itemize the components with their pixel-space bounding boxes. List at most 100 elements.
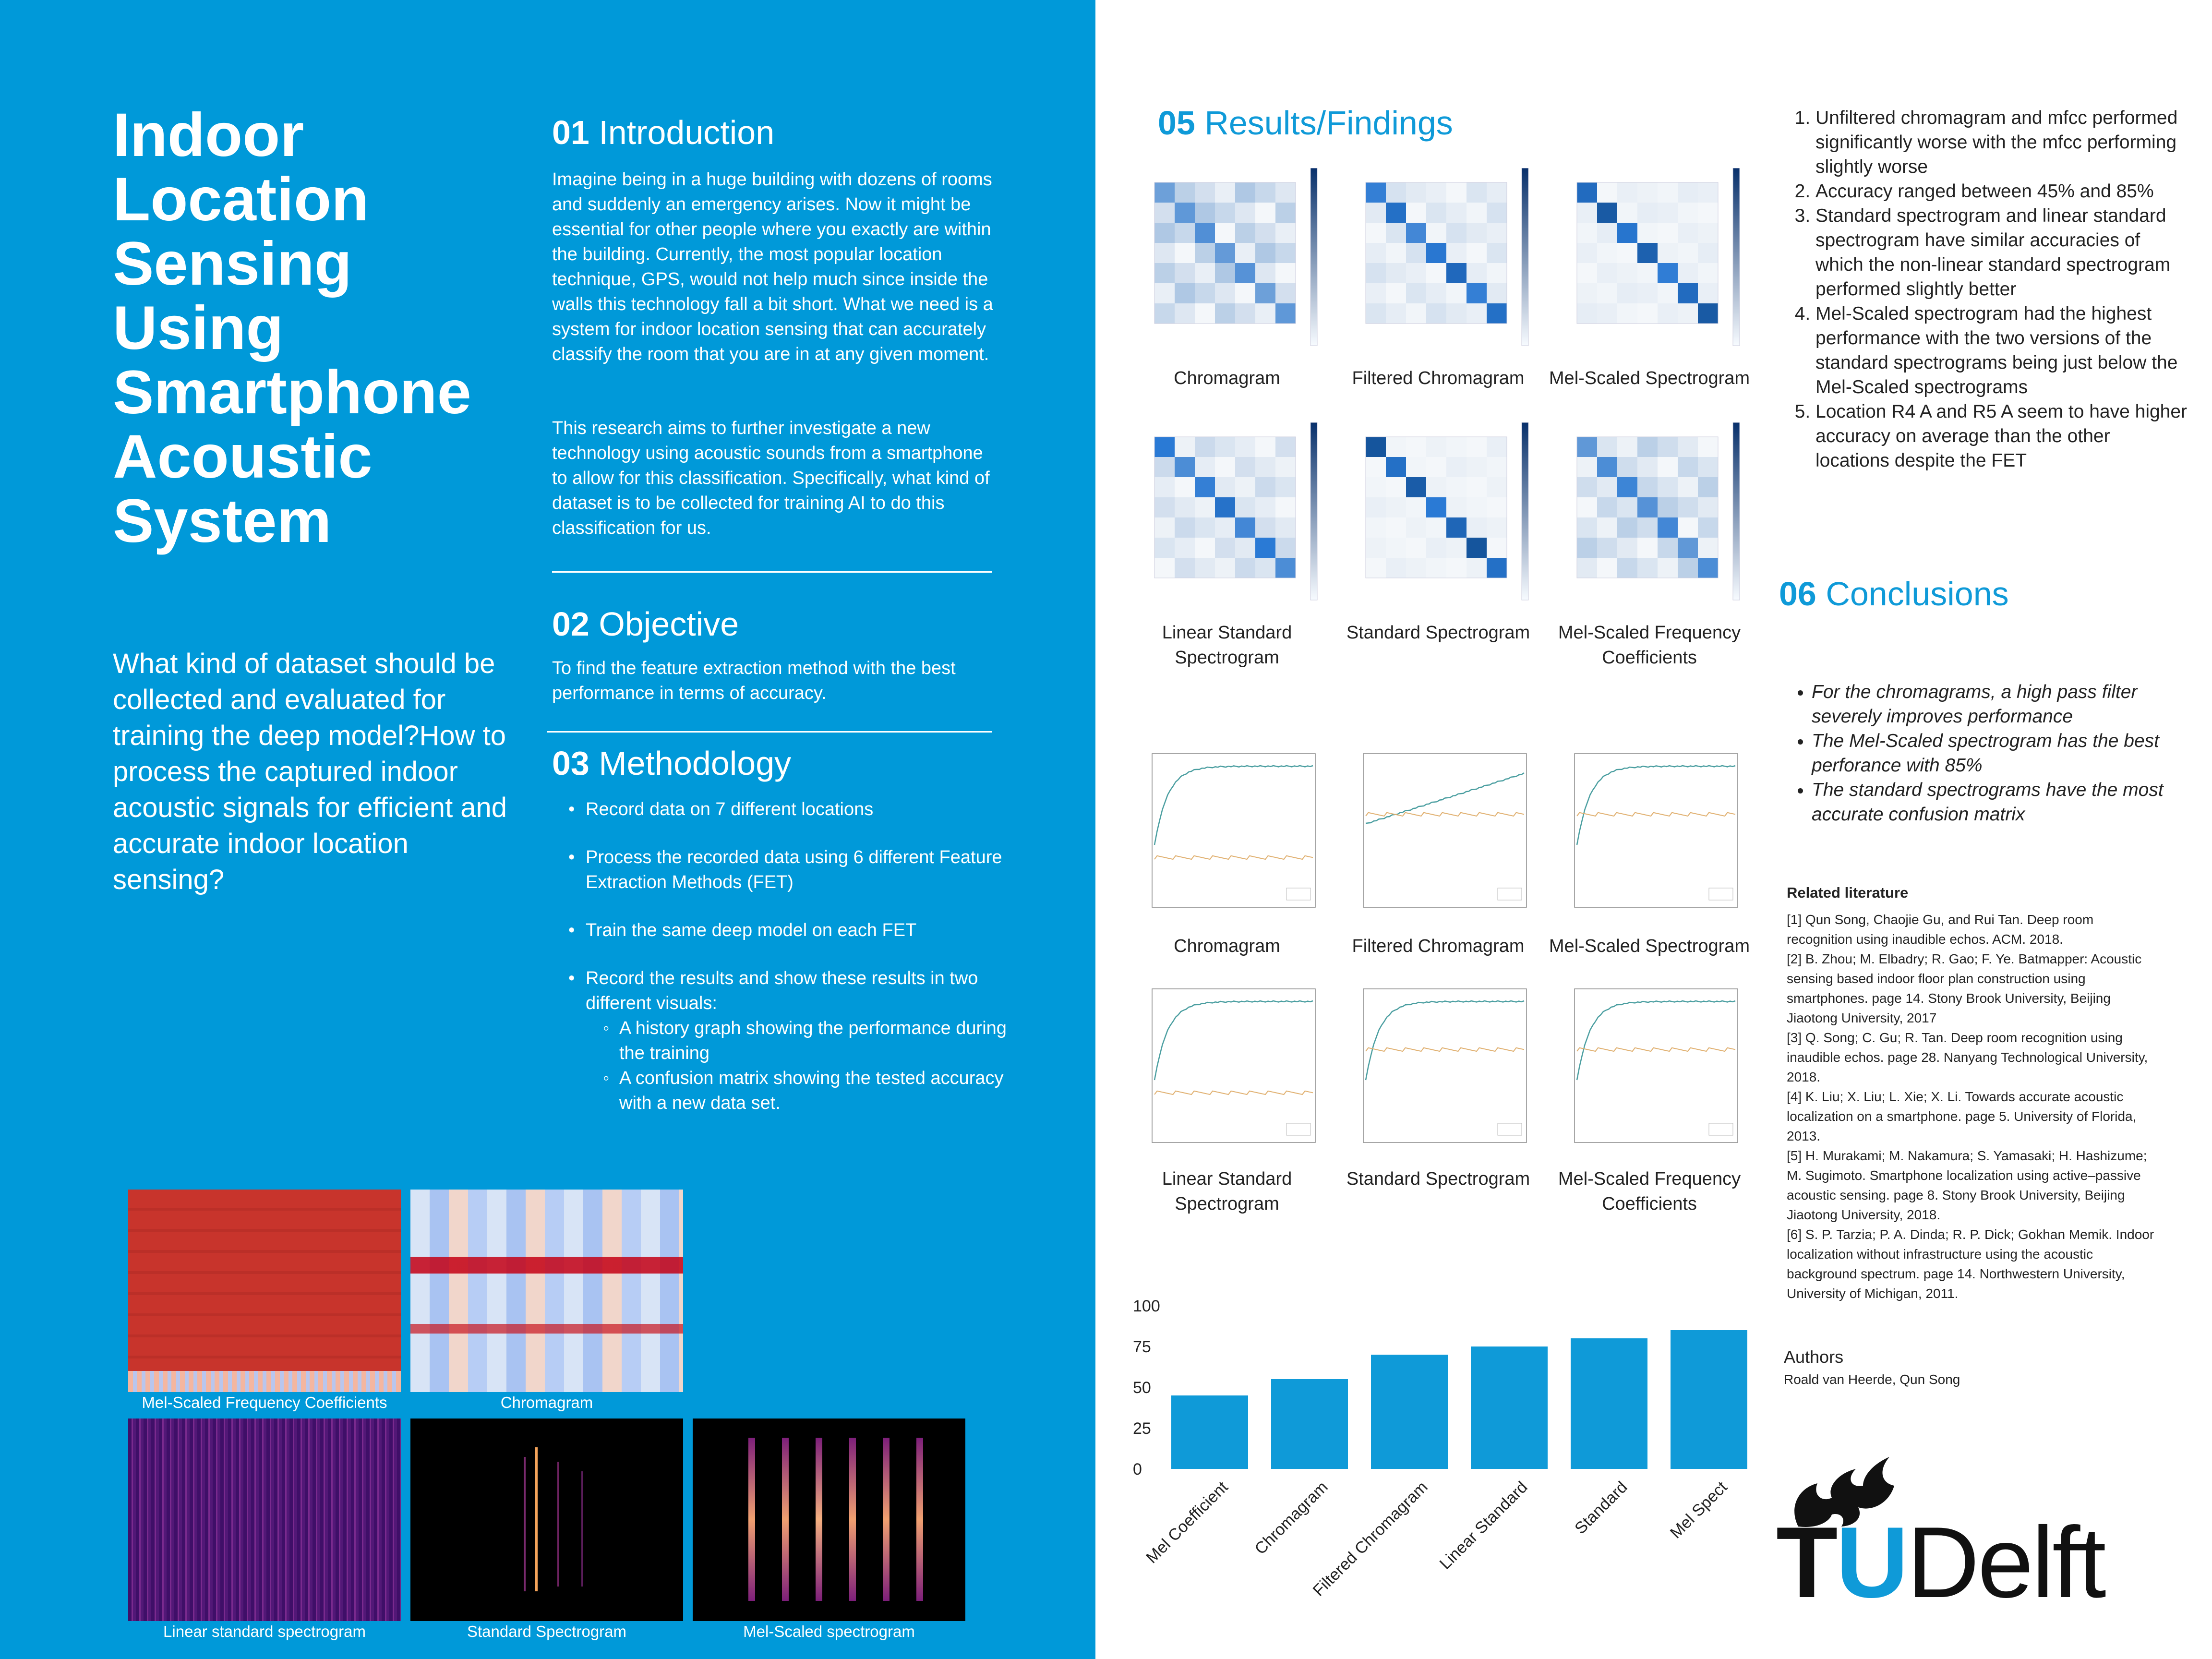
section-number: 03 — [552, 745, 589, 782]
matrix-cell — [1597, 182, 1617, 203]
y-tick-label: 100 — [1133, 1297, 1160, 1315]
objective-paragraph: To find the feature extraction method wi… — [552, 658, 956, 703]
title-line: Using — [113, 294, 284, 362]
matrix-cell — [1446, 203, 1467, 223]
matrix-cell — [1487, 497, 1507, 517]
matrix-cell — [1678, 243, 1698, 263]
matrix-cell — [1487, 243, 1507, 263]
matrix-cell — [1386, 538, 1406, 558]
matrix-cell — [1406, 223, 1426, 243]
introduction-paragraph-2: This research aims to further investigat… — [552, 418, 990, 538]
history-graph-image — [1152, 988, 1316, 1143]
matrix-cell — [1577, 203, 1597, 223]
bar — [1671, 1330, 1747, 1469]
matrix-cell — [1617, 203, 1637, 223]
matrix-cell — [1698, 538, 1718, 558]
section-heading-conclusions: 06 Conclusions — [1779, 575, 2173, 613]
history-graph-image — [1363, 753, 1527, 908]
graph-frame — [1363, 988, 1527, 1143]
matrix-cell — [1637, 517, 1658, 538]
matrix-frame — [1576, 182, 1719, 324]
matrix-cell — [1617, 283, 1637, 303]
matrix-cell — [1617, 437, 1637, 457]
matrix-cell — [1597, 437, 1617, 457]
matrix-cell — [1698, 477, 1718, 497]
section-title: Results/Findings — [1204, 104, 1453, 142]
conclusion-item: The standard spectrograms have the most … — [1812, 778, 2189, 827]
matrix-cell — [1366, 558, 1386, 578]
train-accuracy-line — [1154, 765, 1313, 845]
matrix-cell — [1487, 477, 1507, 497]
finding-item: Mel-Scaled spectrogram had the highest p… — [1815, 301, 2189, 399]
matrix-cell — [1577, 477, 1597, 497]
matrix-cell — [1577, 517, 1597, 538]
x-tick-label: Linear Standard — [1436, 1478, 1531, 1573]
matrix-cell — [1235, 437, 1255, 457]
title-line: Smartphone — [113, 358, 471, 427]
matrix-cell — [1386, 477, 1406, 497]
graph-frame — [1574, 753, 1738, 908]
matrix-cell — [1235, 303, 1255, 324]
matrix-cell — [1366, 437, 1386, 457]
matrix-cell — [1255, 477, 1275, 497]
list-item: Train the same deep model on each FET — [568, 918, 1027, 943]
matrix-cell — [1366, 303, 1386, 324]
matrix-cell — [1617, 517, 1637, 538]
matrix-cell — [1386, 223, 1406, 243]
matrix-cell — [1467, 558, 1487, 578]
tudelft-logo: TUDelft — [1776, 1506, 2106, 1619]
matrix-cell — [1195, 303, 1215, 324]
matrix-cell — [1235, 283, 1255, 303]
matrix-cell — [1366, 457, 1386, 477]
list-item: Record data on 7 different locations — [568, 797, 1027, 822]
matrix-cell — [1658, 437, 1678, 457]
matrix-cell — [1426, 477, 1446, 497]
matrix-cell — [1154, 517, 1175, 538]
matrix-cell — [1426, 517, 1446, 538]
matrix-cell — [1386, 517, 1406, 538]
section-title: Introduction — [599, 114, 775, 151]
matrix-cell — [1195, 243, 1215, 263]
conclusions-list: For the chromagrams, a high pass filter … — [1795, 680, 2189, 827]
matrix-cell — [1195, 558, 1215, 578]
matrix-cell — [1698, 203, 1718, 223]
matrix-cell — [1678, 497, 1698, 517]
matrix-cell — [1406, 538, 1426, 558]
spectrogram-streak — [524, 1457, 526, 1591]
matrix-cell — [1255, 203, 1275, 223]
matrix-cell — [1386, 283, 1406, 303]
matrix-cell — [1597, 558, 1617, 578]
section-title: Objective — [599, 605, 739, 643]
matrix-cell — [1255, 223, 1275, 243]
matrix-cell — [1195, 283, 1215, 303]
validation-accuracy-line — [1576, 1047, 1736, 1052]
bar — [1371, 1355, 1448, 1469]
matrix-cell — [1275, 263, 1296, 283]
matrix-cell — [1366, 263, 1386, 283]
matrix-cell — [1366, 223, 1386, 243]
section-heading-methodology: 03 Methodology — [552, 744, 984, 782]
bar — [1571, 1338, 1647, 1469]
matrix-cell — [1195, 477, 1215, 497]
matrix-cell — [1175, 283, 1195, 303]
matrix-cell — [1678, 457, 1698, 477]
matrix-cell — [1154, 437, 1175, 457]
matrix-cell — [1406, 203, 1426, 223]
matrix-cell — [1617, 538, 1637, 558]
spectrogram-streak — [535, 1447, 538, 1591]
matrix-cell — [1195, 517, 1215, 538]
matrix-cell — [1617, 243, 1637, 263]
matrix-cell — [1446, 437, 1467, 457]
matrix-cell — [1577, 497, 1597, 517]
matrix-cell — [1637, 477, 1658, 497]
graph-legend — [1497, 888, 1522, 901]
matrix-cell — [1386, 437, 1406, 457]
matrix-cell — [1215, 283, 1235, 303]
matrix-cell — [1426, 263, 1446, 283]
matrix-cell — [1175, 477, 1195, 497]
accuracy-bar-chart: 0 25 50 75 100 Mel Coefficient ChromagramFilte… — [1133, 1297, 1747, 1600]
matrix-cell — [1446, 303, 1467, 324]
matrix-cell — [1195, 457, 1215, 477]
matrix-cell — [1637, 558, 1658, 578]
matrix-cell — [1406, 457, 1426, 477]
